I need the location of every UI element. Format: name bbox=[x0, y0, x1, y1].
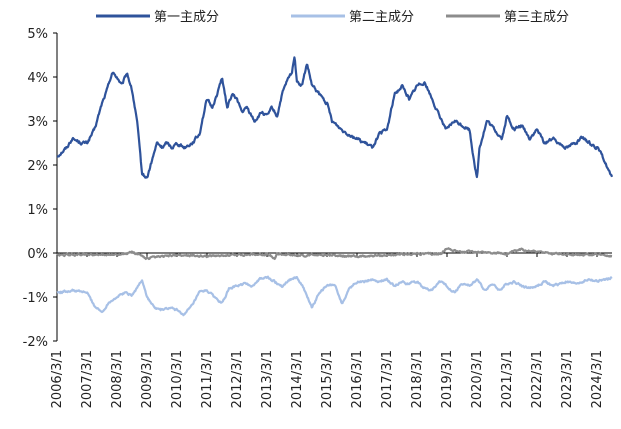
x-axis: 2006/3/1 2007/3/1 2008/3/1 2009/3/1 2010/3/1… bbox=[50, 252, 612, 408]
x-tick-label: 2015/3/1 bbox=[320, 350, 335, 408]
y-tick-label: 1% bbox=[27, 203, 48, 218]
y-tick-label: -2% bbox=[23, 335, 48, 350]
legend-label-2: 第二主成分 bbox=[349, 10, 414, 25]
series-line-2 bbox=[56, 275, 613, 317]
x-tick-label: 2018/3/1 bbox=[410, 350, 425, 408]
x-tick-label: 2013/3/1 bbox=[260, 350, 275, 408]
x-tick-label: 2020/3/1 bbox=[470, 350, 485, 408]
y-tick-label: 3% bbox=[27, 115, 48, 130]
x-tick-label: 2014/3/1 bbox=[290, 350, 305, 408]
x-tick-label: 2006/3/1 bbox=[50, 350, 65, 408]
x-tick-label: 2012/3/1 bbox=[230, 350, 245, 408]
series-line-3 bbox=[56, 247, 613, 261]
legend-label-3: 第三主成分 bbox=[504, 10, 569, 25]
x-tick-label: 2007/3/1 bbox=[80, 350, 95, 408]
x-tick-label: 2022/3/1 bbox=[530, 350, 545, 408]
series-line-1 bbox=[56, 56, 614, 179]
series-layer bbox=[56, 56, 614, 317]
legend: 第一主成分 第二主成分 第三主成分 bbox=[96, 10, 569, 25]
x-tick-label: 2011/3/1 bbox=[200, 350, 215, 408]
y-tick-label: 0% bbox=[27, 247, 48, 262]
x-tick-label: 2008/3/1 bbox=[110, 350, 125, 408]
y-tick-label: 5% bbox=[27, 27, 48, 42]
x-tick-label: 2017/3/1 bbox=[380, 350, 395, 408]
x-tick-label: 2010/3/1 bbox=[170, 350, 185, 408]
x-tick-label: 2021/3/1 bbox=[500, 350, 515, 408]
x-tick-label: 2016/3/1 bbox=[350, 350, 365, 408]
y-tick-label: -1% bbox=[23, 291, 48, 306]
x-tick-label: 2023/3/1 bbox=[560, 350, 575, 408]
x-tick-label: 2024/3/1 bbox=[590, 350, 605, 408]
x-tick-label: 2019/3/1 bbox=[440, 350, 455, 408]
x-tick-label: 2009/3/1 bbox=[140, 350, 155, 408]
y-tick-label: 2% bbox=[27, 159, 48, 174]
y-tick-label: 4% bbox=[27, 71, 48, 86]
y-axis: 5% 4% 3% 2% 1% 0% -1% -2% bbox=[23, 27, 58, 350]
legend-label-1: 第一主成分 bbox=[154, 10, 219, 25]
